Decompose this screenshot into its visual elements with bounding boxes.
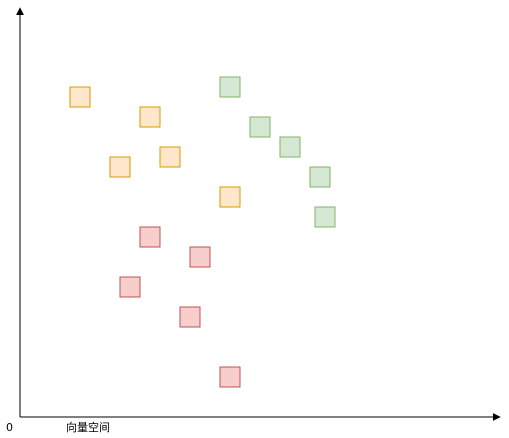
orange-square-point (110, 157, 130, 177)
orange-square-point (70, 87, 90, 107)
red-square-point (180, 307, 200, 327)
x-axis-label: 向量空间 (66, 420, 110, 434)
scatter-points (70, 77, 335, 387)
red-square-point (220, 367, 240, 387)
orange-square-point (140, 107, 160, 127)
red-square-point (190, 247, 210, 267)
origin-label: 0 (6, 421, 13, 434)
green-square-point (280, 137, 300, 157)
green-square-point (250, 117, 270, 137)
green-square-point (315, 207, 335, 227)
red-square-point (140, 227, 160, 247)
red-square-point (120, 277, 140, 297)
green-square-point (220, 77, 240, 97)
orange-square-point (220, 187, 240, 207)
orange-square-point (160, 147, 180, 167)
green-square-point (310, 167, 330, 187)
